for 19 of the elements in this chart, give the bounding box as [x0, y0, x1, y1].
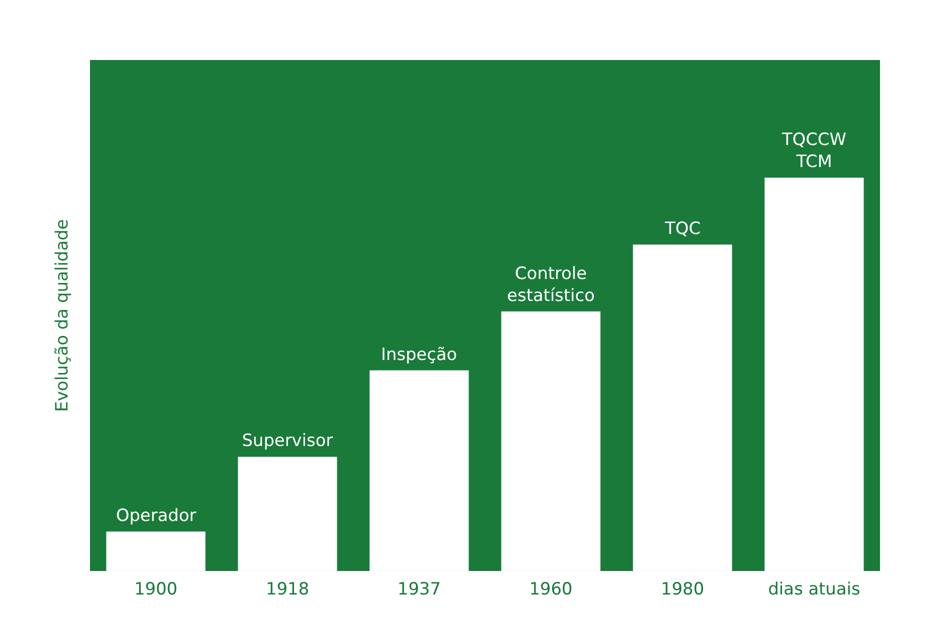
annotation: TQCCW TCM [781, 130, 847, 172]
bar [632, 244, 732, 571]
annotation: Operador [116, 506, 196, 526]
annotation: Supervisor [242, 431, 333, 451]
x-tick-label: 1960 [529, 579, 572, 600]
x-tick-label: dias atuais [768, 579, 860, 600]
x-tick-label: 1918 [266, 579, 310, 600]
bar [370, 370, 469, 571]
bar [238, 456, 338, 571]
annotation: Controle estatístico [507, 264, 595, 306]
y-axis-title: Evolução da qualidade [52, 219, 73, 412]
x-tick-label: 1900 [134, 579, 178, 600]
bar [106, 531, 206, 571]
annotation: Inspeção [381, 345, 458, 365]
x-tick-label: 1980 [660, 579, 704, 600]
x-tick-label: 1937 [398, 579, 441, 600]
annotation: TQC [664, 219, 701, 239]
bar [764, 178, 864, 571]
bar [501, 311, 600, 571]
